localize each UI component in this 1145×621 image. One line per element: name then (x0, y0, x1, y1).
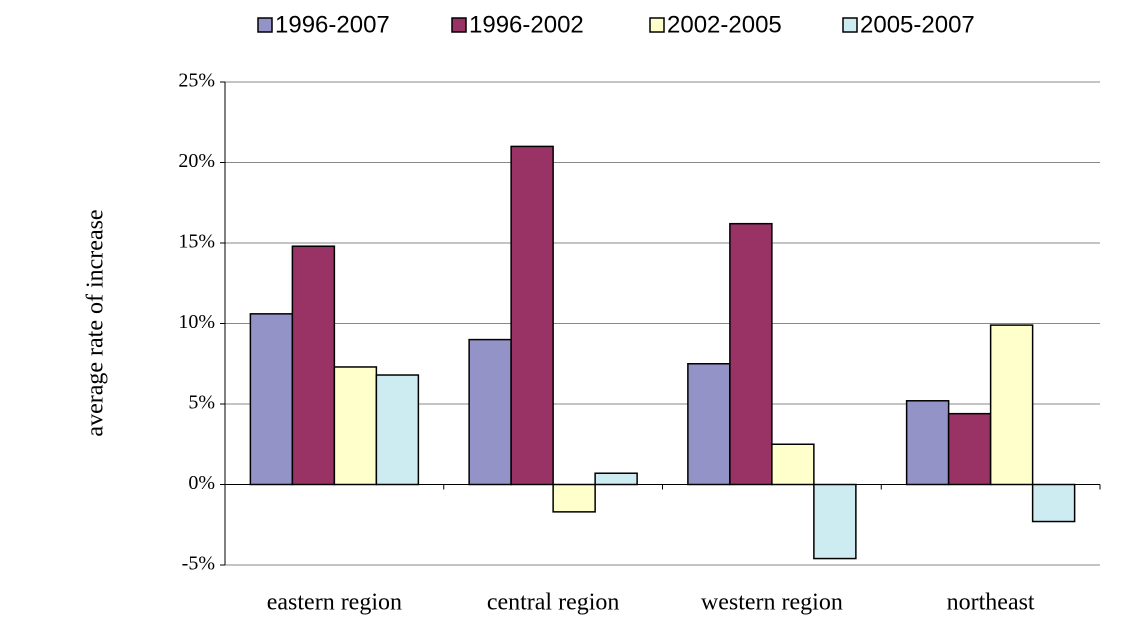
legend-swatch (451, 17, 467, 33)
bar (468, 338, 512, 486)
bar (729, 222, 773, 486)
bar (771, 443, 815, 486)
y-tick-label: 25% (178, 70, 215, 92)
x-tick-label: central region (487, 590, 620, 616)
bar (249, 313, 294, 486)
legend-label: 2005-2007 (860, 11, 975, 38)
bar (333, 366, 378, 486)
bar (510, 145, 554, 486)
y-tick-label: 0% (188, 472, 215, 494)
x-tick-label: western region (701, 590, 843, 616)
legend-label: 1996-2007 (275, 11, 390, 38)
bar (594, 472, 638, 486)
legend-swatch (842, 17, 858, 33)
bar (552, 483, 596, 513)
y-tick-label: 5% (188, 392, 215, 414)
bar (1031, 483, 1076, 523)
x-tick-label: eastern region (267, 590, 402, 616)
legend-swatch (649, 17, 665, 33)
y-tick-label: -5% (182, 553, 215, 575)
bar (905, 400, 950, 486)
bar (989, 324, 1034, 486)
y-tick-label: 20% (178, 150, 215, 172)
y-tick-label: 15% (178, 231, 215, 253)
bar (687, 363, 731, 486)
legend-label: 1996-2002 (469, 11, 584, 38)
y-tick-label: 10% (178, 311, 215, 333)
bar (813, 483, 857, 560)
bar (291, 245, 336, 486)
bar (947, 412, 992, 486)
y-axis-label: average rate of increase (83, 209, 109, 436)
bar (375, 374, 420, 486)
x-tick-label: northeast (947, 590, 1035, 616)
legend-swatch (257, 17, 273, 33)
legend-label: 2002-2005 (667, 11, 782, 38)
